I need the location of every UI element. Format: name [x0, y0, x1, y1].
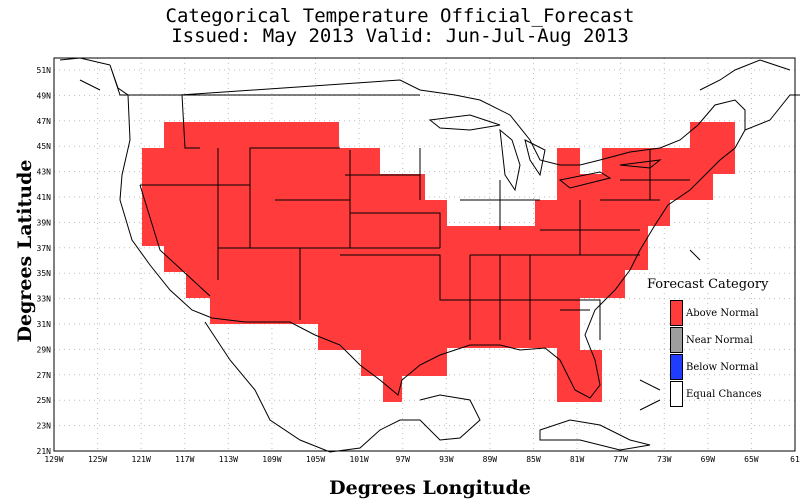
lon-tick-label: 89W: [483, 455, 498, 464]
lat-tick-label: 21N: [37, 447, 52, 456]
legend-swatch-below: [670, 354, 683, 380]
legend-label-equal: Equal Chances: [686, 389, 762, 400]
legend-item-near-normal: Near Normal: [670, 327, 800, 353]
y-axis-label: Degrees Latitude: [14, 159, 36, 343]
lon-tick-label: 109W: [262, 455, 281, 464]
legend-label-near: Near Normal: [686, 335, 753, 346]
lon-tick-label: 101W: [349, 455, 368, 464]
lon-tick-label: 61: [790, 455, 800, 464]
map-subtitle: Issued: May 2013 Valid: Jun-Jul-Aug 2013: [171, 25, 629, 47]
lat-tick-label: 51N: [37, 66, 52, 75]
lon-tick-label: 73W: [657, 455, 672, 464]
lat-tick-label: 37N: [37, 244, 52, 253]
lat-tick-label: 45N: [37, 142, 52, 151]
lat-tick-label: 27N: [37, 371, 52, 380]
lat-tick-label: 25N: [37, 396, 52, 405]
legend-item-equal-chances: Equal Chances: [670, 381, 800, 407]
lat-tick-label: 49N: [37, 91, 52, 100]
lon-tick-label: 85W: [526, 455, 541, 464]
lon-tick-label: 129W: [44, 455, 63, 464]
legend-swatch-near: [670, 327, 683, 353]
map-title: Categorical Temperature Official_Forecas…: [165, 5, 635, 27]
legend-item-below-normal: Below Normal: [670, 354, 800, 380]
lon-tick-label: 125W: [88, 455, 107, 464]
lat-tick-label: 39N: [37, 218, 52, 227]
lat-tick-label: 29N: [37, 345, 52, 354]
lat-tick-label: 41N: [37, 193, 52, 202]
lon-tick-label: 77W: [613, 455, 628, 464]
lat-tick-label: 43N: [37, 168, 52, 177]
lon-tick-label: 97W: [395, 455, 410, 464]
lon-tick-label: 93W: [439, 455, 454, 464]
lon-tick-label: 113W: [219, 455, 238, 464]
lon-tick-label: 121W: [132, 455, 151, 464]
lat-tick-label: 23N: [37, 422, 52, 431]
lat-tick-label: 35N: [37, 269, 52, 278]
lon-tick-label: 117W: [175, 455, 194, 464]
legend-title: Forecast Category: [647, 277, 769, 292]
legend-swatch-above: [670, 300, 683, 326]
legend-swatch-equal: [670, 381, 683, 407]
us-coastline: [109, 64, 746, 399]
lat-tick-label: 47N: [37, 117, 52, 126]
lon-tick-label: 69W: [701, 455, 716, 464]
map-frame: [53, 57, 796, 452]
lon-tick-label: 65W: [744, 455, 759, 464]
legend-label-above: Above Normal: [686, 308, 759, 319]
lat-tick-label: 31N: [37, 320, 52, 329]
above-normal-region: [142, 122, 735, 402]
legend-label-below: Below Normal: [686, 362, 759, 373]
lat-tick-label: 33N: [37, 295, 52, 304]
lon-tick-label: 105W: [306, 455, 325, 464]
lon-tick-label: 81W: [570, 455, 585, 464]
x-axis-label: Degrees Longitude: [329, 477, 531, 499]
legend-item-above-normal: Above Normal: [670, 300, 800, 326]
